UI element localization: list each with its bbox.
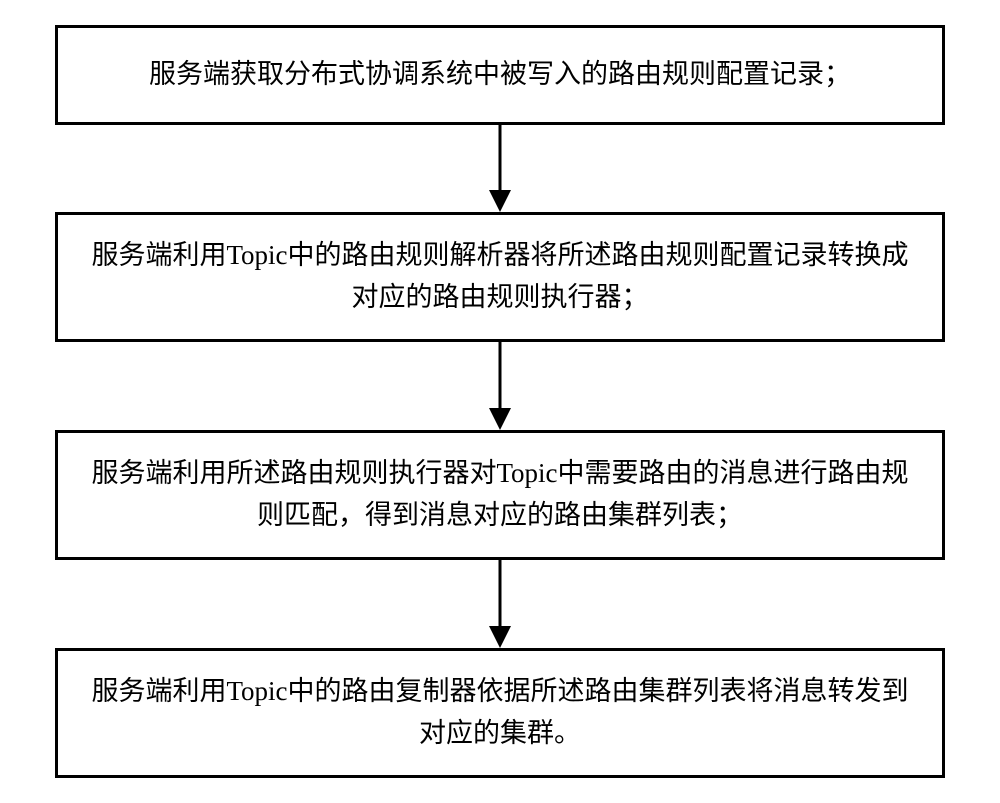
flow-step-step4: 服务端利用Topic中的路由复制器依据所述路由集群列表将消息转发到对应的集群。 [55,648,945,778]
flow-step-text: 服务端利用Topic中的路由规则解析器将所述路由规则配置记录转换成对应的路由规则… [86,235,914,319]
flow-step-text: 服务端获取分布式协调系统中被写入的路由规则配置记录； [149,54,851,96]
flow-step-step2: 服务端利用Topic中的路由规则解析器将所述路由规则配置记录转换成对应的路由规则… [55,212,945,342]
flow-arrow [478,342,522,430]
flow-step-text: 服务端利用所述路由规则执行器对Topic中需要路由的消息进行路由规则匹配，得到消… [86,453,914,537]
flow-step-text: 服务端利用Topic中的路由复制器依据所述路由集群列表将消息转发到对应的集群。 [86,671,914,755]
flow-arrow [478,560,522,648]
flow-canvas: 服务端获取分布式协调系统中被写入的路由规则配置记录； 服务端利用Topic中的路由… [0,0,1000,803]
flow-step-step3: 服务端利用所述路由规则执行器对Topic中需要路由的消息进行路由规则匹配，得到消… [55,430,945,560]
flow-arrow [478,125,522,212]
flow-step-step1: 服务端获取分布式协调系统中被写入的路由规则配置记录； [55,25,945,125]
